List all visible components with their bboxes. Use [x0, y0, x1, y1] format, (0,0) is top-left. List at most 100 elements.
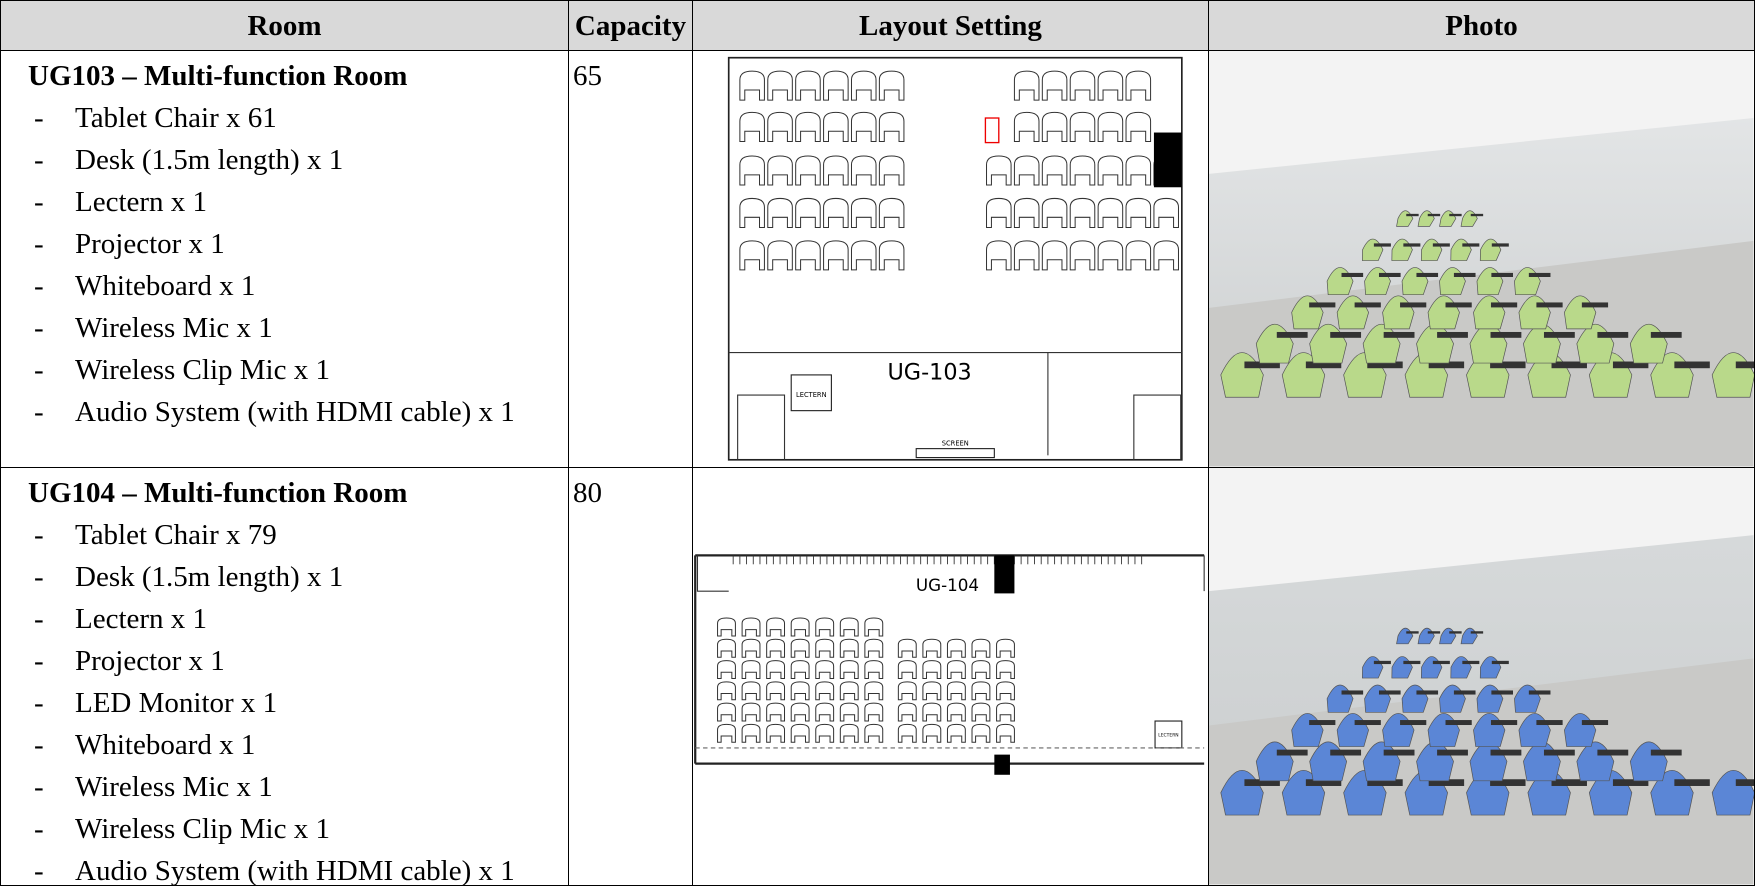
shape: [1041, 197, 1068, 228]
shape: [815, 638, 835, 658]
shape: [1041, 240, 1068, 271]
shape: [1428, 779, 1465, 786]
shape: [986, 240, 1012, 271]
lectern-label: LECTERN: [796, 391, 827, 399]
shape: [1305, 361, 1342, 369]
shape: [766, 681, 786, 701]
shape: [766, 723, 786, 743]
shape: [839, 723, 859, 743]
shape: [1490, 361, 1526, 369]
shape: [1445, 302, 1472, 308]
shape: [1437, 331, 1468, 338]
equipment-item: Projector x 1: [75, 228, 225, 260]
shape: [1373, 243, 1391, 247]
shape: [1597, 331, 1629, 338]
shape: [1013, 155, 1040, 186]
shape: [994, 555, 1015, 594]
shape: [767, 197, 793, 228]
shape: [839, 660, 859, 679]
shape: [897, 723, 917, 743]
shape: [717, 723, 736, 743]
shape: [1276, 331, 1308, 338]
shape: [739, 70, 765, 101]
shape: [986, 197, 1012, 228]
shape: [1428, 361, 1465, 369]
shape: [1013, 240, 1040, 271]
shape: [1427, 631, 1441, 634]
header-cell: Capacity: [569, 0, 693, 51]
shape: [839, 617, 859, 637]
shape: [1543, 749, 1575, 756]
shape: [1383, 331, 1415, 338]
shape: [741, 702, 761, 722]
shape: [922, 660, 942, 679]
shape: [1125, 155, 1152, 186]
shape: [1276, 749, 1308, 756]
shape: [1125, 111, 1152, 142]
shape: [1341, 690, 1364, 695]
shape: [1354, 302, 1381, 308]
shape: [1432, 243, 1450, 247]
shape: [1153, 240, 1179, 271]
list-marker: -: [34, 645, 44, 677]
list-marker: -: [34, 687, 44, 719]
equipment-item: Wireless Clip Mic x 1: [75, 813, 330, 845]
room-label: UG-104: [916, 575, 979, 595]
shape: [897, 702, 917, 722]
shape: [1470, 631, 1484, 634]
shape: [946, 702, 966, 722]
shape: [1354, 720, 1381, 726]
shape: [1437, 749, 1468, 756]
shape: [1330, 749, 1362, 756]
shape: [1427, 213, 1441, 217]
shape: [1383, 749, 1415, 756]
shape: [1013, 111, 1040, 142]
equipment-item: Desk (1.5m length) x 1: [75, 144, 344, 176]
shape: [946, 681, 966, 701]
shape: [823, 70, 849, 101]
shape: [1528, 272, 1551, 278]
equipment-item: Wireless Clip Mic x 1: [75, 354, 330, 386]
list-marker: -: [34, 354, 44, 386]
shape: [1013, 70, 1040, 101]
shape: [790, 638, 810, 658]
shape: [727, 56, 1183, 461]
shape: [1490, 331, 1522, 338]
capacity: 65: [573, 60, 602, 92]
list-marker: -: [34, 270, 44, 302]
shape: [878, 70, 905, 101]
shape: [739, 240, 765, 271]
shape: [971, 723, 991, 743]
shape: [1097, 197, 1124, 228]
shape: [767, 111, 793, 142]
shape: [1400, 302, 1427, 308]
shape: [1153, 197, 1179, 228]
shape: [823, 111, 849, 142]
equipment-item: Audio System (with HDMI cable) x 1: [75, 855, 515, 886]
shape: [790, 681, 810, 701]
shape: [815, 723, 835, 743]
shape: [1209, 51, 1754, 174]
shape: [996, 660, 1015, 679]
header-cell: Photo: [1209, 0, 1755, 51]
shape: [1406, 213, 1419, 217]
shape: [1125, 197, 1152, 228]
shape: [1470, 213, 1484, 217]
shape: [946, 723, 966, 743]
shape: [823, 240, 849, 271]
drawing: UG-104 LECTERN: [694, 554, 1205, 775]
shape: [1453, 272, 1476, 278]
room-label: UG-103: [887, 359, 971, 385]
shape: [717, 702, 736, 722]
shape: [864, 660, 884, 679]
shape: [741, 660, 761, 679]
room-title: UG103 – Multi-function Room: [28, 60, 408, 92]
shape: [1153, 132, 1182, 188]
list-marker: -: [34, 855, 44, 886]
shape: [1536, 302, 1563, 308]
shape: [878, 197, 905, 228]
shape: [1244, 361, 1280, 369]
shape: [767, 240, 793, 271]
shape: [766, 638, 786, 658]
